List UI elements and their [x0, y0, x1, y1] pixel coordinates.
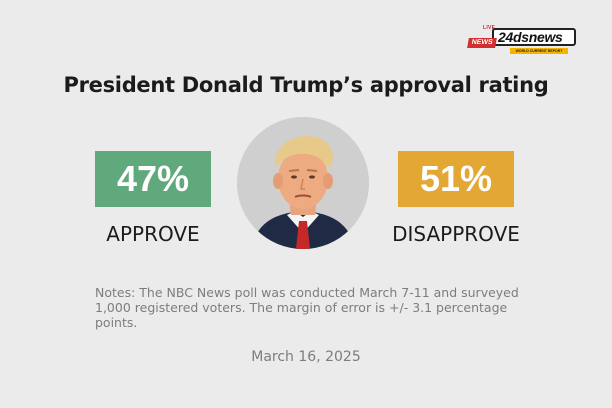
publish-date: March 16, 2025	[251, 349, 361, 365]
brand-logo[interactable]: LIVE 24dsnews NEWS WORLD CURRENT REPORT	[466, 22, 580, 62]
portrait-illustration	[237, 117, 369, 249]
chart-title: President Donald Trump’s approval rating	[63, 73, 549, 97]
logo-news-badge: NEWS	[467, 38, 497, 48]
disapprove-value-label: 51%	[419, 158, 493, 199]
logo-frame	[492, 28, 576, 46]
approve-value-label: 47%	[116, 158, 190, 199]
disapprove-value-tile: 51%	[398, 151, 514, 207]
portrait-photo	[237, 117, 369, 249]
logo-slogan: WORLD CURRENT REPORT	[510, 48, 568, 54]
approve-value-tile: 47%	[95, 151, 211, 207]
logo-live-text: LIVE	[483, 25, 496, 31]
approve-category-label: APPROVE	[106, 222, 200, 246]
disapprove-category-label: DISAPPROVE	[392, 222, 520, 246]
logo-brand-text: 24dsnews	[498, 29, 563, 45]
methodology-notes: Notes: The NBC News poll was conducted M…	[95, 285, 519, 330]
